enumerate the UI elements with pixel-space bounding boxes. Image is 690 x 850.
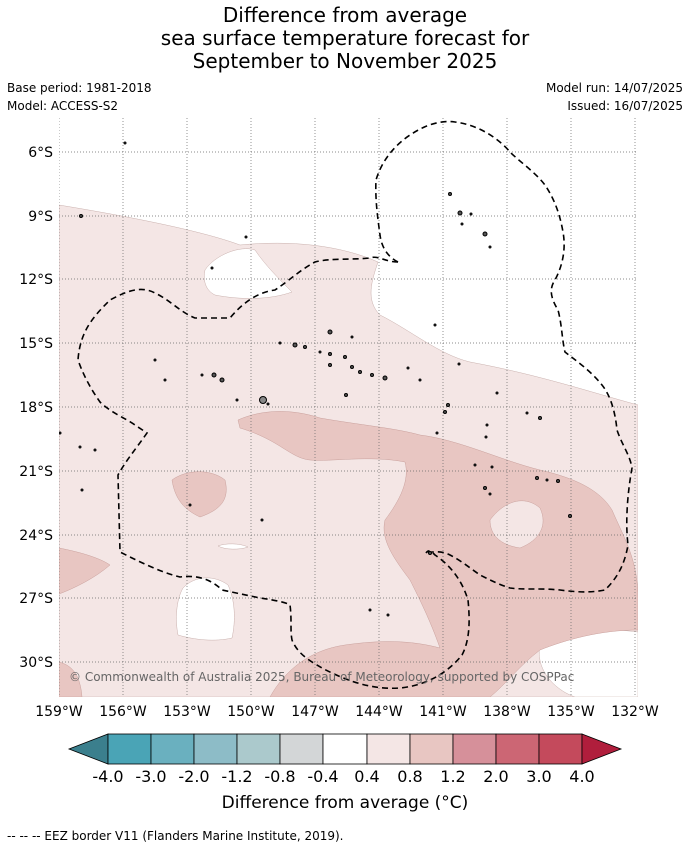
lat-labels: 6°S 9°S 12°S 15°S 18°S 21°S 24°S 27°S 30… — [19, 145, 53, 671]
lon-label: 150°W — [227, 704, 275, 720]
copyright-text: © Commonwealth of Australia 2025, Bureau… — [69, 670, 574, 684]
lon-label: 135°W — [547, 704, 595, 720]
colorbar-label: Difference from average (°C) — [0, 793, 690, 813]
colorbar-cell — [496, 734, 539, 764]
colorbar-tick: 3.0 — [526, 767, 551, 786]
lon-label: 132°W — [611, 704, 659, 720]
lon-label: 144°W — [355, 704, 403, 720]
eez-footnote: -- -- -- EEZ border V11 (Flanders Marine… — [7, 829, 344, 843]
lon-label: 141°W — [419, 704, 467, 720]
lat-label: 12°S — [19, 272, 53, 288]
colorbar-cell — [151, 734, 194, 764]
lat-label: 30°S — [19, 655, 53, 671]
colorbar-cell — [539, 734, 582, 764]
colorbar-tick: -3.0 — [135, 767, 166, 786]
colorbar-cell — [237, 734, 280, 764]
lon-label: 156°W — [99, 704, 147, 720]
colorbar-tick: 0.8 — [397, 767, 422, 786]
colorbar-tick: -0.4 — [307, 767, 338, 786]
colorbar — [69, 734, 621, 764]
lon-labels: 159°W 156°W 153°W 150°W 147°W 144°W 141°… — [35, 704, 659, 720]
colorbar-cap-left — [69, 734, 108, 764]
lon-label: 159°W — [35, 704, 83, 720]
lat-label: 6°S — [28, 145, 53, 161]
colorbar-tick: 2.0 — [483, 767, 508, 786]
colorbar-cell — [194, 734, 237, 764]
colorbar-ticks: -4.0 -3.0 -2.0 -1.2 -0.8 -0.4 0.4 0.8 1.… — [92, 767, 594, 786]
anomaly-hole-west — [176, 578, 234, 640]
lat-label: 27°S — [19, 591, 53, 607]
lon-label: 138°W — [483, 704, 531, 720]
colorbar-cell — [410, 734, 453, 764]
lat-label: 15°S — [19, 336, 53, 352]
lat-label: 9°S — [28, 209, 53, 225]
colorbar-tick: 4.0 — [569, 767, 594, 786]
map-panel — [59, 118, 638, 697]
colorbar-tick: -2.0 — [178, 767, 209, 786]
colorbar-cap-right — [582, 734, 621, 764]
colorbar-tick: -1.2 — [221, 767, 252, 786]
lat-label: 18°S — [19, 400, 53, 416]
lat-label: 21°S — [19, 464, 53, 480]
lon-label: 153°W — [163, 704, 211, 720]
lat-label: 24°S — [19, 528, 53, 544]
lon-label: 147°W — [291, 704, 339, 720]
colorbar-tick: -4.0 — [92, 767, 123, 786]
colorbar-cell — [108, 734, 151, 764]
colorbar-cell — [323, 734, 367, 764]
colorbar-cell — [280, 734, 323, 764]
colorbar-cell — [453, 734, 496, 764]
colorbar-tick: 1.2 — [440, 767, 465, 786]
colorbar-cell — [367, 734, 410, 764]
colorbar-tick: 0.4 — [354, 767, 379, 786]
colorbar-tick: -0.8 — [264, 767, 295, 786]
